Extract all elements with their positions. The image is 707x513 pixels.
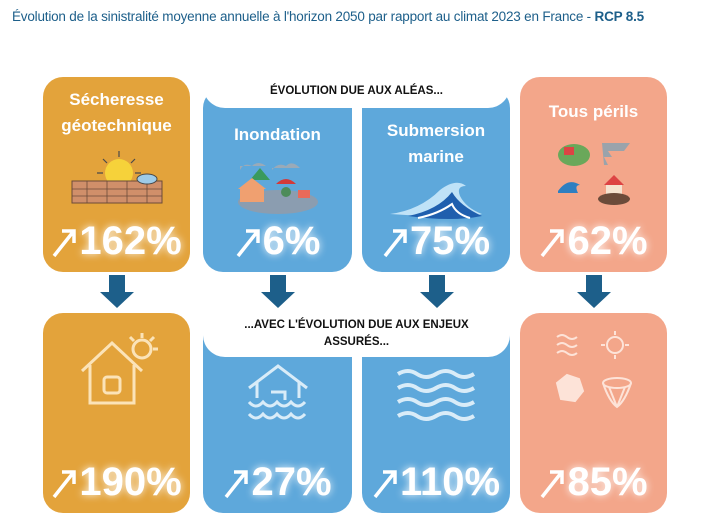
flood-icon	[237, 163, 318, 214]
scenario-label: RCP 8.5	[594, 9, 645, 24]
arrow-up-icon	[52, 470, 77, 499]
all-perils-icon	[557, 143, 630, 205]
card-tous-perils-alea: Tous périls 62%	[520, 77, 667, 272]
value-text: 190%	[79, 460, 182, 504]
card-name: Submersion marine	[386, 121, 486, 166]
value-text: 75%	[409, 219, 491, 263]
title-text: Évolution de la sinistralité moyenne ann…	[12, 9, 595, 24]
arrow-up-icon	[225, 470, 249, 499]
drought-icon	[71, 151, 162, 204]
value-alea: 62%	[520, 219, 667, 264]
value-text: 6%	[262, 219, 321, 263]
value-text: 62%	[567, 219, 648, 263]
caption-aleas: ÉVOLUTION DUE AUX ALÉAS...	[203, 78, 510, 108]
value-enjeux: 85%	[520, 460, 667, 505]
value-text: 110%	[399, 460, 501, 504]
value-text: 85%	[567, 460, 648, 504]
hot-house-icon	[80, 333, 158, 405]
value-enjeux: 110%	[362, 460, 510, 505]
card-inondation-alea: Inondation 6%	[203, 88, 352, 272]
card-secheresse-enjeux: 190%	[43, 313, 190, 513]
card-name: Tous périls	[548, 102, 639, 121]
arrow-up-icon	[52, 229, 77, 258]
card-secheresse-alea: Sécheresse géotechnique 162%	[43, 77, 190, 272]
value-alea: 162%	[43, 219, 190, 264]
arrow-up-icon	[541, 470, 565, 499]
arrow-up-icon	[373, 470, 397, 499]
card-submersion-alea: Submersion marine 75%	[362, 88, 510, 272]
value-text: 162%	[79, 219, 182, 263]
card-name: Inondation	[234, 125, 321, 144]
value-text: 27%	[251, 460, 332, 504]
page-title: Évolution de la sinistralité moyenne ann…	[12, 9, 644, 24]
perils-outline-icon	[555, 331, 632, 409]
wave-icon	[390, 182, 482, 219]
value-alea: 6%	[203, 219, 352, 264]
arrow-up-icon	[236, 229, 260, 258]
arrow-up-icon	[541, 229, 565, 258]
flooded-house-icon	[247, 364, 308, 420]
caption-enjeux: ...AVEC L'ÉVOLUTION DUE AUX ENJEUX ASSUR…	[203, 313, 510, 357]
card-tous-perils-enjeux: 85%	[520, 313, 667, 513]
card-name: Sécheresse géotechnique	[61, 90, 172, 135]
value-enjeux: 27%	[203, 460, 352, 505]
waves-icon	[396, 369, 476, 421]
value-enjeux: 190%	[43, 460, 190, 505]
arrow-up-icon	[383, 229, 407, 258]
value-alea: 75%	[362, 219, 510, 264]
